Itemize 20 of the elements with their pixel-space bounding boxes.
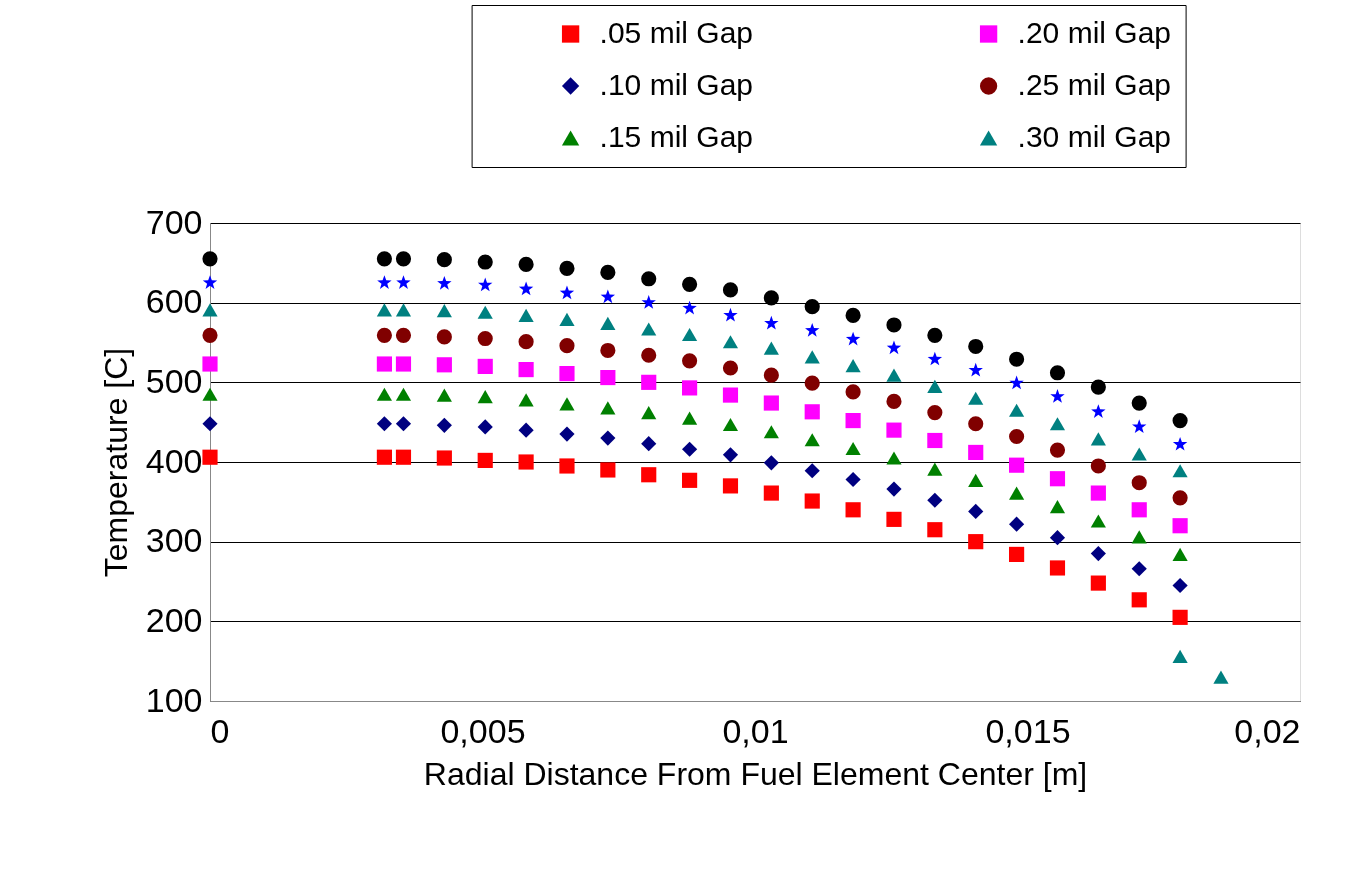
legend-label: .15 mil Gap xyxy=(599,120,754,153)
x-tick-label: 0,02 xyxy=(1234,711,1301,750)
y-tick-label: 400 xyxy=(145,441,203,480)
legend-label: .05 mil Gap xyxy=(599,16,754,49)
legend-label: .10 mil Gap xyxy=(599,68,754,101)
y-tick-label: 500 xyxy=(145,361,203,400)
legend-label: .30 mil Gap xyxy=(1017,120,1172,153)
y-tick-label: 600 xyxy=(145,282,203,321)
y-tick-label: 300 xyxy=(145,521,203,560)
x-axis-title: Radial Distance From Fuel Element Center [m] xyxy=(423,755,1088,792)
x-tick-label: 0,01 xyxy=(722,711,789,750)
x-tick-label: 0 xyxy=(210,711,230,750)
y-tick-label: 100 xyxy=(145,680,203,719)
legend-label: .25 mil Gap xyxy=(1017,68,1172,101)
x-tick-label: 0,015 xyxy=(985,711,1071,750)
legend-label: .20 mil Gap xyxy=(1017,16,1172,49)
y-axis-title: Temperature [C] xyxy=(97,347,134,578)
x-tick-label: 0,005 xyxy=(440,711,526,750)
y-tick-label: 200 xyxy=(145,600,203,639)
y-tick-label: 700 xyxy=(145,202,203,241)
